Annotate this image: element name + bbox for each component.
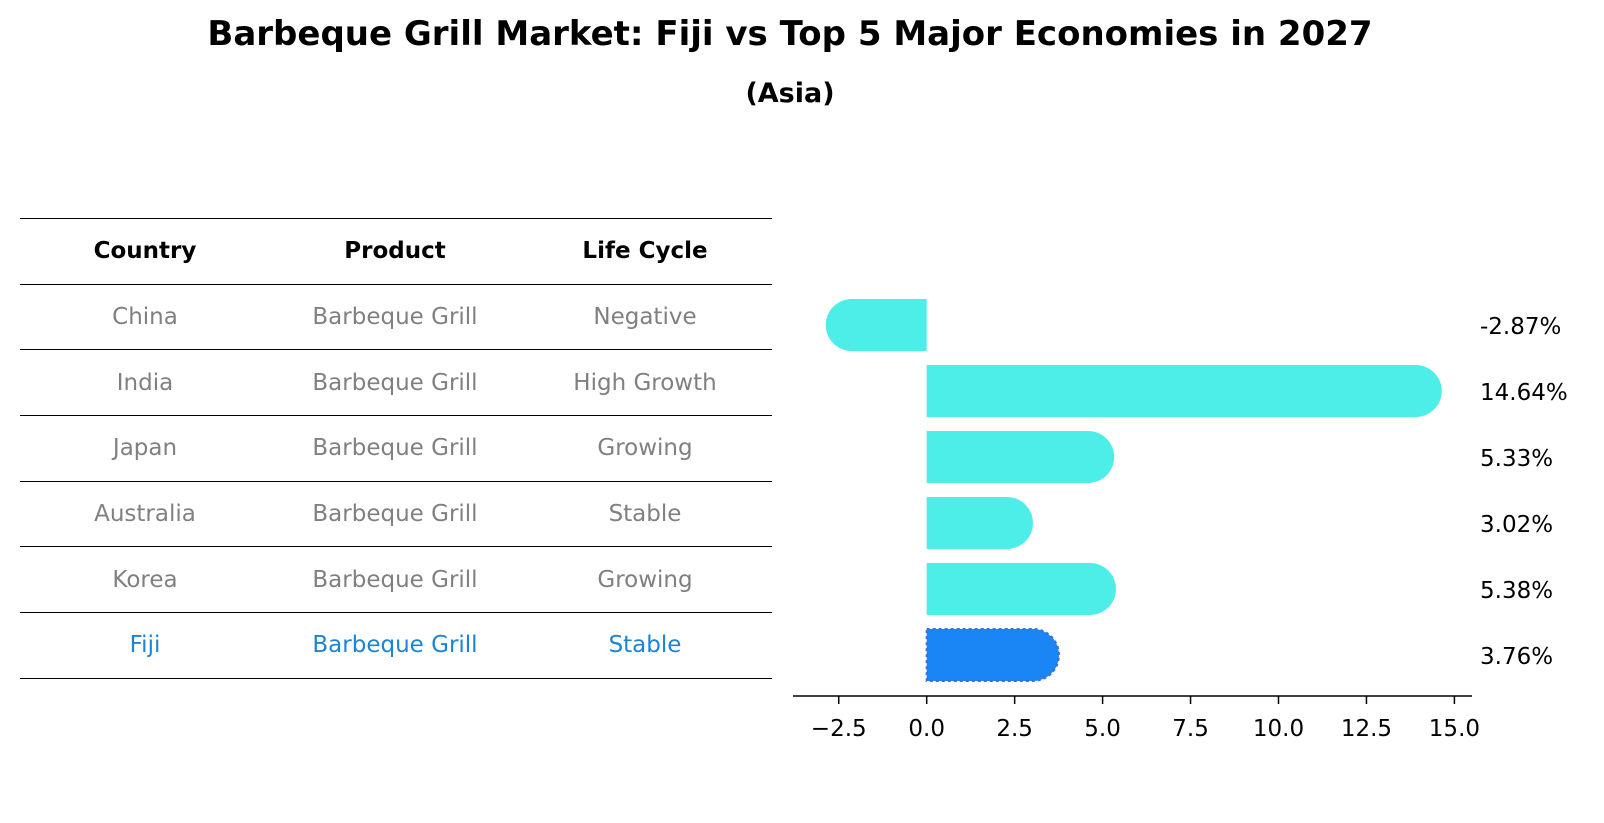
cell-country: Korea: [112, 566, 178, 593]
x-tick-label: 0.0: [908, 716, 945, 742]
cell-product: Barbeque Grill: [312, 369, 478, 396]
value-label-fiji: 3.76%: [1480, 644, 1553, 670]
bar-india: [926, 365, 1442, 417]
cell-product: Barbeque Grill: [312, 632, 478, 659]
table-row: Japan Barbeque Grill Growing: [20, 416, 772, 482]
cell-life-cycle: Stable: [608, 632, 682, 659]
header-country: Country: [93, 238, 197, 265]
cell-country: India: [116, 369, 174, 396]
bar-fiji: [926, 629, 1059, 681]
value-label-korea: 5.38%: [1480, 578, 1553, 604]
bar-china: [825, 299, 927, 351]
bar-korea: [926, 563, 1116, 615]
x-tick-label: 12.5: [1341, 716, 1392, 742]
value-label-china: -2.87%: [1480, 314, 1561, 340]
value-label-india: 14.64%: [1480, 380, 1568, 406]
cell-life-cycle: High Growth: [573, 369, 717, 396]
cell-country: Australia: [94, 501, 196, 528]
table-header-row: Country Product Life Cycle: [20, 219, 772, 285]
cell-life-cycle: Growing: [597, 435, 693, 462]
cell-life-cycle: Stable: [608, 501, 682, 528]
bar-highlight-outline: [925, 628, 1060, 682]
table-row-highlight: Fiji Barbeque Grill Stable: [20, 613, 772, 679]
bar-japan: [926, 431, 1115, 483]
cell-product: Barbeque Grill: [312, 501, 478, 528]
x-tick-label: 5.0: [1084, 716, 1121, 742]
market-table: Country Product Life Cycle China Barbequ…: [20, 218, 772, 679]
x-tick-label: 2.5: [996, 716, 1033, 742]
x-tick-label: 7.5: [1172, 716, 1209, 742]
x-tick-label: 15.0: [1429, 716, 1480, 742]
table-row: Korea Barbeque Grill Growing: [20, 547, 772, 614]
chart-subtitle: (Asia): [745, 78, 835, 109]
header-life-cycle: Life Cycle: [582, 238, 708, 265]
value-label-japan: 5.33%: [1480, 446, 1553, 472]
x-tick-label: 10.0: [1253, 716, 1304, 742]
x-tick-label: −2.5: [811, 716, 867, 742]
table-row: China Barbeque Grill Negative: [20, 285, 772, 351]
bar-australia: [926, 497, 1033, 549]
cell-product: Barbeque Grill: [312, 435, 478, 462]
cell-product: Barbeque Grill: [312, 304, 478, 331]
cell-product: Barbeque Grill: [312, 566, 478, 593]
cell-life-cycle: Negative: [593, 304, 697, 331]
header-product: Product: [344, 238, 446, 265]
table-row: Australia Barbeque Grill Stable: [20, 482, 772, 548]
value-label-australia: 3.02%: [1480, 512, 1553, 538]
table-row: India Barbeque Grill High Growth: [20, 350, 772, 417]
cell-life-cycle: Growing: [597, 566, 693, 593]
chart-title: Barbeque Grill Market: Fiji vs Top 5 Maj…: [207, 14, 1373, 54]
cell-country: Fiji: [129, 632, 161, 659]
cell-country: China: [112, 304, 178, 331]
cell-country: Japan: [112, 435, 178, 462]
